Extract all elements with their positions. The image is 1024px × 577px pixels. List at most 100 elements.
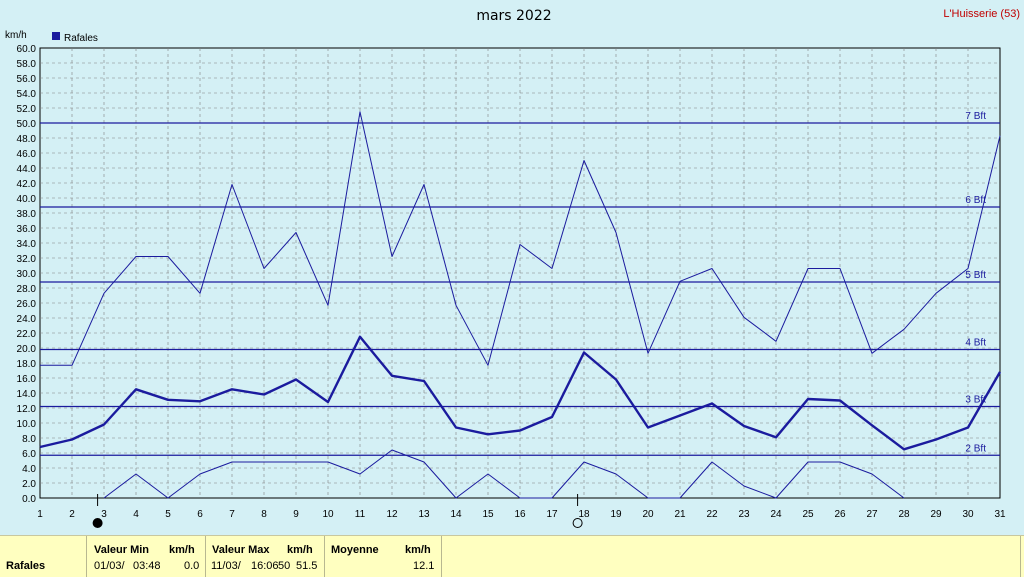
beaufort-label: 3 Bft bbox=[965, 395, 986, 406]
y-tick-label: 58.0 bbox=[17, 59, 37, 70]
min-unit: km/h bbox=[169, 544, 195, 556]
summary-row-label-cell: Rafales bbox=[0, 536, 86, 577]
y-tick-label: 42.0 bbox=[17, 179, 37, 190]
x-tick-label: 28 bbox=[898, 509, 910, 520]
station-name: L'Huisserie (53) bbox=[943, 8, 1020, 20]
x-tick-label: 20 bbox=[642, 509, 654, 520]
full-moon-icon bbox=[572, 518, 583, 528]
x-tick-label: 15 bbox=[482, 509, 494, 520]
y-tick-label: 38.0 bbox=[17, 209, 37, 220]
x-tick-label: 4 bbox=[133, 509, 139, 520]
x-tick-label: 3 bbox=[101, 509, 107, 520]
y-tick-label: 56.0 bbox=[17, 74, 37, 85]
y-tick-label: 30.0 bbox=[17, 269, 37, 280]
beaufort-label: 7 Bft bbox=[965, 111, 986, 122]
y-tick-label: 52.0 bbox=[17, 104, 37, 115]
x-tick-label: 5 bbox=[165, 509, 171, 520]
beaufort-label: 5 Bft bbox=[965, 270, 986, 281]
series-line-rafales bbox=[39, 335, 1002, 451]
summary-separator bbox=[441, 536, 442, 577]
x-tick-label: 12 bbox=[386, 509, 398, 520]
x-tick-label: 25 bbox=[802, 509, 814, 520]
summary-separator bbox=[1020, 536, 1021, 577]
chart-title: mars 2022 bbox=[476, 8, 551, 24]
y-tick-label: 48.0 bbox=[17, 134, 37, 145]
x-tick-label: 1 bbox=[37, 509, 43, 520]
legend-swatch bbox=[52, 32, 60, 40]
max-time: 16:06 bbox=[251, 560, 279, 572]
x-tick-label: 13 bbox=[418, 509, 430, 520]
max-header: Valeur Max bbox=[212, 544, 270, 556]
series-line-secondary bbox=[103, 449, 905, 499]
x-tick-label: 27 bbox=[866, 509, 878, 520]
summary-avg-cell: Moyenne km/h 12.1 bbox=[325, 536, 441, 577]
summary-separator bbox=[205, 536, 206, 577]
legend-label: Rafales bbox=[64, 33, 98, 44]
y-tick-label: 46.0 bbox=[17, 149, 37, 160]
x-tick-label: 7 bbox=[229, 509, 235, 520]
y-tick-label: 16.0 bbox=[17, 374, 37, 385]
x-tick-label: 18 bbox=[578, 509, 590, 520]
x-tick-label: 31 bbox=[994, 509, 1006, 520]
summary-table: Rafales Valeur Min km/h 01/03/ 03:48 0.0… bbox=[0, 535, 1024, 577]
y-tick-label: 0.0 bbox=[22, 494, 36, 505]
y-tick-label: 2.0 bbox=[22, 479, 36, 490]
min-time: 03:48 bbox=[133, 560, 161, 572]
x-tick-label: 30 bbox=[962, 509, 974, 520]
max-value: 51.5 bbox=[296, 560, 318, 572]
beaufort-label: 2 Bft bbox=[965, 443, 986, 454]
y-tick-label: 10.0 bbox=[17, 419, 37, 430]
avg-header: Moyenne bbox=[331, 544, 379, 556]
avg-value: 12.1 bbox=[413, 560, 435, 572]
summary-max-cell: Valeur Max km/h 11/03/ 16:06 50 51.5 bbox=[206, 536, 324, 577]
x-tick-label: 2 bbox=[69, 509, 75, 520]
x-tick-label: 29 bbox=[930, 509, 942, 520]
x-tick-label: 11 bbox=[355, 509, 366, 520]
x-tick-label: 26 bbox=[834, 509, 846, 520]
y-tick-label: 26.0 bbox=[17, 299, 37, 310]
y-tick-label: 14.0 bbox=[17, 389, 37, 400]
y-tick-label: 50.0 bbox=[17, 119, 37, 130]
x-tick-label: 14 bbox=[450, 509, 462, 520]
summary-min-cell: Valeur Min km/h 01/03/ 03:48 0.0 bbox=[87, 536, 205, 577]
y-tick-label: 44.0 bbox=[17, 164, 37, 175]
wind-chart: mars 2022 L'Huisserie (53) km/h Rafales … bbox=[5, 8, 1020, 528]
summary-separator bbox=[86, 536, 87, 577]
max-unit: km/h bbox=[287, 544, 313, 556]
x-tick-label: 16 bbox=[514, 509, 526, 520]
y-tick-label: 34.0 bbox=[17, 239, 37, 250]
series-group bbox=[39, 111, 1002, 499]
summary-separator bbox=[324, 536, 325, 577]
beaufort-label: 6 Bft bbox=[965, 195, 986, 206]
y-tick-label: 18.0 bbox=[17, 359, 37, 370]
y-tick-label: 54.0 bbox=[17, 89, 37, 100]
y-tick-label: 24.0 bbox=[17, 314, 37, 325]
y-tick-label: 4.0 bbox=[22, 464, 36, 475]
y-tick-label: 32.0 bbox=[17, 254, 37, 265]
y-tick-label: 8.0 bbox=[22, 434, 36, 445]
x-tick-label: 21 bbox=[674, 509, 686, 520]
x-tick-label: 22 bbox=[706, 509, 718, 520]
min-header: Valeur Min bbox=[94, 544, 150, 556]
beaufort-label: 4 Bft bbox=[965, 338, 986, 349]
new-moon-icon bbox=[92, 518, 103, 528]
x-tick-label: 6 bbox=[197, 509, 203, 520]
y-tick-label: 36.0 bbox=[17, 224, 37, 235]
x-ticks: 1 2 3 4 5 6 7 8 9 10 11 12 13 14 15 16 17 18 19 20 21 22 23 24 2… bbox=[37, 509, 1006, 520]
beaufort-lines: 2 Bft 3 Bft 4 Bft 5 Bft 6 Bft 7 Bft bbox=[40, 111, 1000, 456]
y-tick-label: 20.0 bbox=[17, 344, 37, 355]
max-date: 11/03/ bbox=[211, 560, 241, 572]
min-value: 0.0 bbox=[184, 560, 200, 572]
y-tick-label: 60.0 bbox=[17, 44, 37, 55]
x-tick-label: 17 bbox=[546, 509, 558, 520]
max-digits: 50 bbox=[278, 560, 291, 572]
x-tick-label: 10 bbox=[322, 509, 334, 520]
y-tick-label: 12.0 bbox=[17, 404, 37, 415]
y-tick-label: 28.0 bbox=[17, 284, 37, 295]
y-axis-unit: km/h bbox=[5, 30, 27, 41]
avg-unit: km/h bbox=[405, 544, 431, 556]
summary-row-label: Rafales bbox=[6, 560, 46, 572]
x-tick-label: 24 bbox=[770, 509, 782, 520]
x-tick-label: 19 bbox=[610, 509, 622, 520]
x-tick-label: 8 bbox=[261, 509, 267, 520]
